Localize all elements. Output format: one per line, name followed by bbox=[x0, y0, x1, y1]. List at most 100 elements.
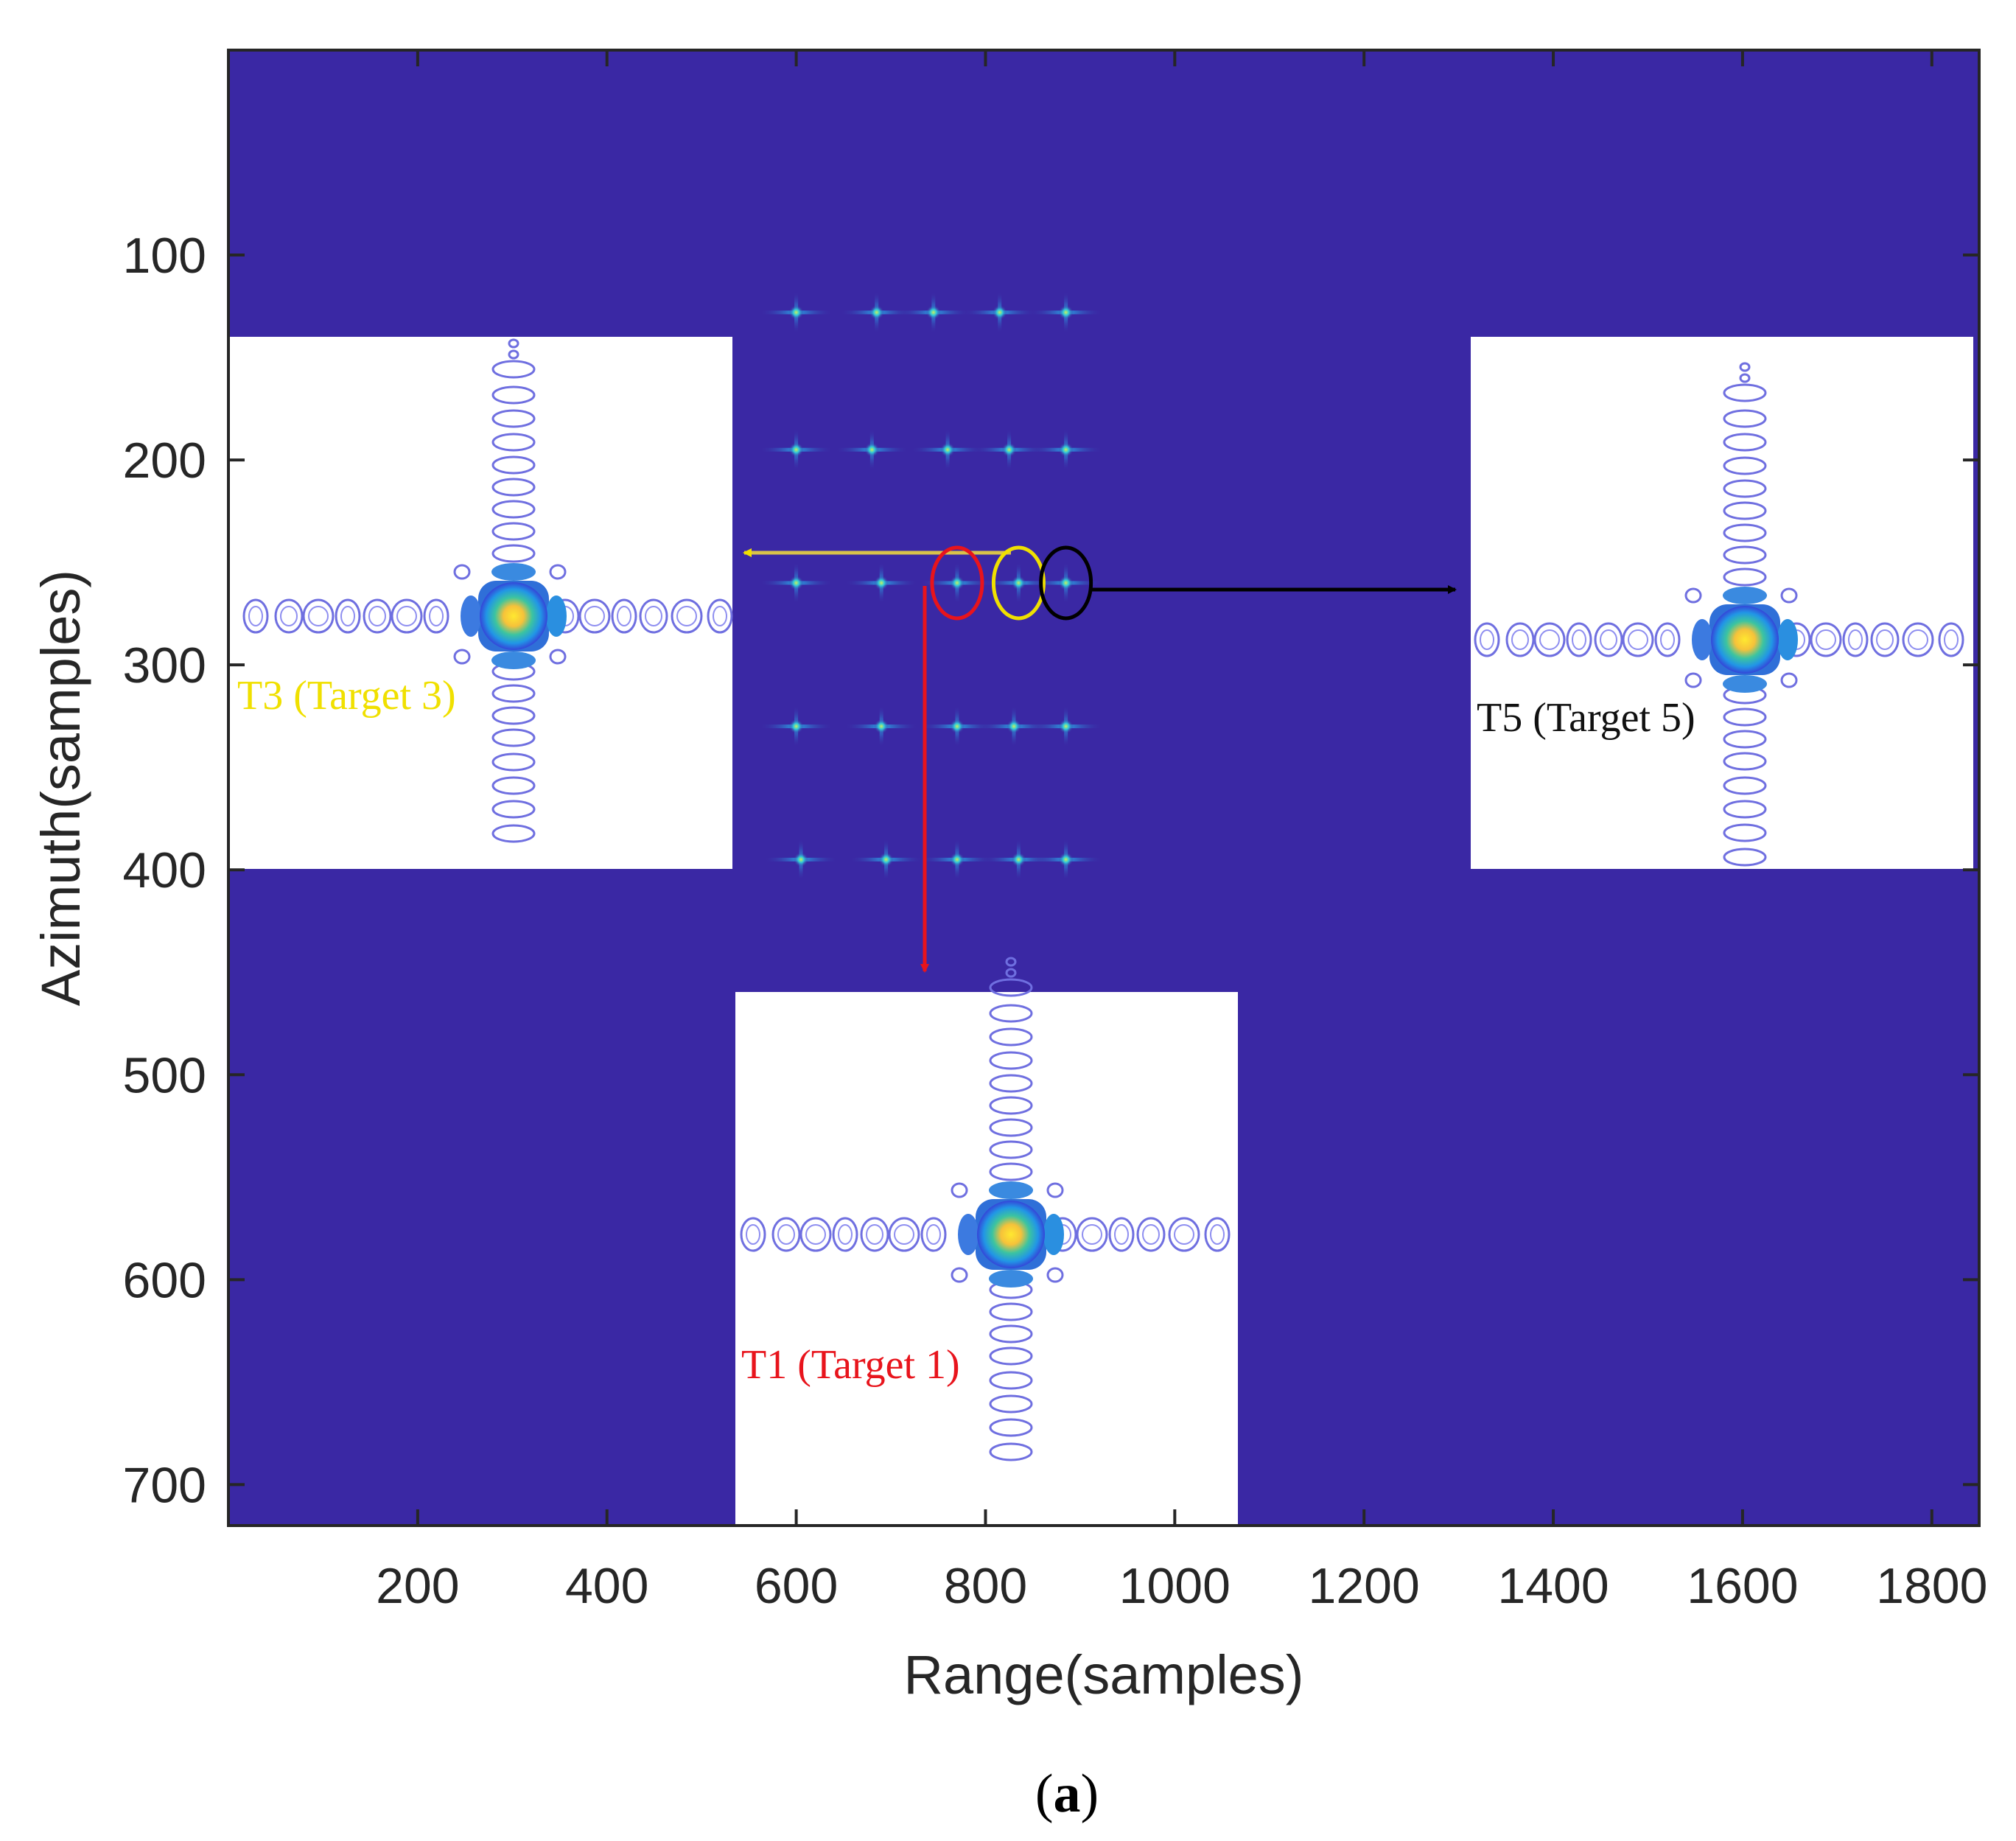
inset-target-1: T1 (Target 1) bbox=[735, 957, 1238, 1526]
psf-azimuth-sidelobe bbox=[491, 478, 536, 497]
psf-first-sidelobe-right bbox=[546, 595, 567, 637]
psf-peak bbox=[1711, 606, 1779, 674]
psf-azimuth-sidelobe bbox=[1723, 456, 1767, 475]
psf-range-sidelobe bbox=[611, 598, 637, 634]
point-targets bbox=[759, 291, 1103, 881]
psf-range-sidelobe-inner bbox=[1572, 629, 1586, 650]
psf-range-sidelobe-inner bbox=[676, 606, 697, 626]
psf-range-sidelobe-inner bbox=[866, 1224, 883, 1245]
psf-azimuth-sidelobe bbox=[989, 1442, 1033, 1461]
psf-range-sidelobe-inner bbox=[1816, 629, 1836, 650]
psf-azimuth-sidelobe bbox=[989, 1371, 1033, 1390]
y-tick-label: 700 bbox=[123, 1457, 206, 1513]
psf-range-sidelobe bbox=[1810, 622, 1842, 657]
psf-diagonal-lobe bbox=[1780, 587, 1798, 604]
psf-range-sidelobe-inner bbox=[1114, 1224, 1129, 1245]
psf-first-sidelobe-bottom bbox=[989, 1270, 1033, 1288]
psf-azimuth-sidelobe bbox=[989, 1051, 1033, 1070]
psf-range-sidelobe-inner bbox=[1210, 1224, 1225, 1245]
psf-range-sidelobe-inner bbox=[280, 606, 298, 626]
psf-azimuth-sidelobe bbox=[989, 1346, 1033, 1366]
point-target bbox=[844, 562, 919, 604]
psf-azimuth-sidelobe bbox=[491, 684, 536, 703]
psf-range-sidelobe bbox=[335, 598, 361, 634]
psf-azimuth-sidelobe bbox=[491, 776, 536, 795]
x-tick-label: 800 bbox=[944, 1558, 1027, 1614]
psf-diagonal-lobe bbox=[1684, 672, 1702, 688]
psf-azimuth-sidelobe bbox=[491, 800, 536, 819]
psf-azimuth-sidelobe bbox=[491, 385, 536, 405]
psf-far-lobe bbox=[1005, 968, 1017, 978]
psf-range-sidelobe-inner bbox=[713, 606, 727, 626]
psf-azimuth-sidelobe bbox=[1723, 567, 1767, 587]
psf-range-sidelobe-inner bbox=[1511, 629, 1529, 650]
psf-first-sidelobe-bottom bbox=[1723, 675, 1767, 693]
point-target bbox=[759, 562, 833, 604]
y-tick-label: 500 bbox=[123, 1047, 206, 1103]
point-target bbox=[759, 705, 833, 747]
psf-range-sidelobe bbox=[860, 1217, 889, 1252]
psf-range-sidelobe bbox=[671, 598, 703, 634]
y-tick-label: 200 bbox=[123, 433, 206, 489]
psf-range-sidelobe bbox=[740, 1217, 766, 1252]
x-tick-label: 1600 bbox=[1687, 1558, 1798, 1614]
psf-range-sidelobe-inner bbox=[894, 1224, 914, 1245]
psf-range-sidelobe-inner bbox=[926, 1224, 941, 1245]
psf-range-sidelobe bbox=[423, 598, 449, 634]
psf-range-sidelobe bbox=[707, 598, 733, 634]
x-axis: 200 400 600 800 1000 1200 1400 1600 1800 bbox=[376, 50, 1987, 1614]
point-target bbox=[849, 839, 923, 881]
psf-contours bbox=[242, 338, 733, 843]
psf-range-sidelobe-inner bbox=[838, 1224, 853, 1245]
point-target bbox=[976, 705, 1051, 747]
inset-label-t5: T5 (Target 5) bbox=[1477, 695, 1695, 741]
y-tick-label: 600 bbox=[123, 1252, 206, 1308]
psf-azimuth-sidelobe bbox=[491, 455, 536, 475]
psf-range-sidelobe bbox=[1533, 622, 1566, 657]
psf-peak bbox=[480, 582, 547, 650]
psf-range-sidelobe bbox=[639, 598, 668, 634]
psf-range-sidelobe bbox=[1204, 1217, 1231, 1252]
psf-range-sidelobe-inner bbox=[396, 606, 417, 626]
psf-azimuth-sidelobe bbox=[1723, 823, 1767, 842]
psf-range-sidelobe bbox=[799, 1217, 832, 1252]
psf-range-sidelobe-inner bbox=[1944, 629, 1959, 650]
psf-azimuth-sidelobe bbox=[491, 752, 536, 772]
psf-azimuth-sidelobe bbox=[1723, 409, 1767, 428]
psf-azimuth-sidelobe bbox=[1723, 708, 1767, 727]
psf-range-sidelobe-inner bbox=[340, 606, 355, 626]
psf-range-sidelobe bbox=[1870, 622, 1900, 657]
psf-range-sidelobe-inner bbox=[584, 606, 605, 626]
psf-range-sidelobe bbox=[274, 598, 304, 634]
point-target bbox=[839, 291, 914, 333]
point-target bbox=[920, 562, 994, 604]
psf-azimuth-sidelobe bbox=[491, 433, 536, 452]
psf-first-sidelobe-left bbox=[958, 1214, 979, 1255]
psf-range-sidelobe bbox=[578, 598, 611, 634]
psf-range-sidelobe bbox=[1076, 1217, 1108, 1252]
psf-diagonal-lobe bbox=[1780, 672, 1798, 688]
psf-azimuth-sidelobe bbox=[1723, 433, 1767, 452]
y-tick-label: 400 bbox=[123, 842, 206, 898]
psf-first-sidelobe-right bbox=[1043, 1214, 1064, 1255]
psf-range-sidelobe bbox=[363, 598, 392, 634]
psf-range-sidelobe-inner bbox=[1628, 629, 1648, 650]
psf-azimuth-sidelobe bbox=[989, 1004, 1033, 1023]
psf-azimuth-sidelobe bbox=[989, 1302, 1033, 1321]
psf-azimuth-sidelobe bbox=[1723, 523, 1767, 542]
psf-azimuth-sidelobe bbox=[1723, 776, 1767, 795]
psf-diagonal-lobe bbox=[1046, 1182, 1064, 1198]
psf-first-sidelobe-top bbox=[491, 563, 536, 581]
y-axis: 100 200 300 400 500 600 700 bbox=[123, 228, 1979, 1513]
psf-range-sidelobe bbox=[1938, 622, 1964, 657]
psf-range-sidelobe bbox=[1566, 622, 1592, 657]
psf-azimuth-sidelobe bbox=[989, 1140, 1033, 1159]
psf-azimuth-sidelobe bbox=[491, 728, 536, 747]
highlight-t1 bbox=[930, 545, 984, 621]
x-tick-label: 1200 bbox=[1309, 1558, 1420, 1614]
psf-far-lobe bbox=[1739, 362, 1751, 372]
psf-range-sidelobe-inner bbox=[1876, 629, 1894, 650]
x-tick-label: 1400 bbox=[1497, 1558, 1609, 1614]
point-target bbox=[844, 705, 919, 747]
